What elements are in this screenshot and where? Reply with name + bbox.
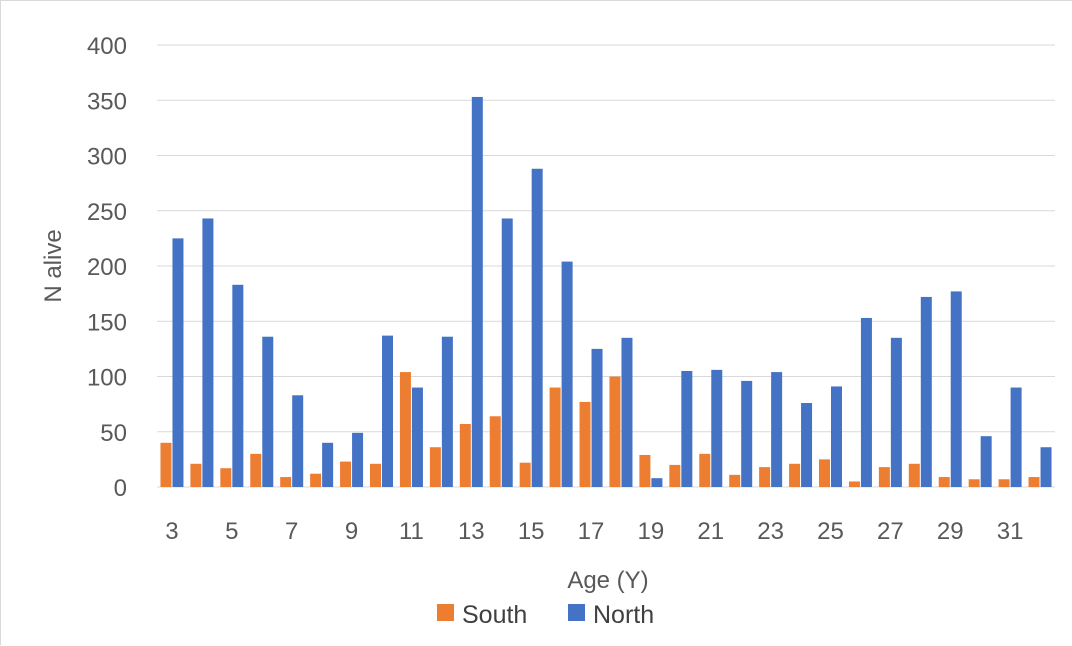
bar-south-30 (968, 479, 980, 487)
y-tick-label: 200 (87, 254, 127, 281)
bar-south-23 (759, 467, 771, 487)
bar-south-6 (250, 453, 262, 487)
bar-north-4 (202, 218, 214, 488)
bar-north-12 (441, 336, 453, 487)
bar-north-6 (262, 336, 274, 487)
bar-north-27 (890, 337, 902, 487)
bar-south-16 (549, 387, 561, 487)
bar-south-27 (878, 467, 890, 487)
bar-north-26 (860, 317, 872, 487)
y-axis-ticks: 0 50 100 150 200 250 300 350 400 (87, 33, 127, 502)
legend-label-south: South (462, 601, 527, 629)
bar-south-19 (639, 454, 651, 487)
bar-north-24 (801, 403, 813, 487)
x-tick-label: 9 (345, 518, 358, 545)
bar-north-14 (501, 218, 513, 488)
bar-north-17 (591, 348, 603, 487)
bar-north-23 (771, 372, 783, 487)
bars (160, 96, 1052, 488)
bar-south-5 (220, 468, 232, 487)
bar-south-13 (459, 424, 471, 487)
bar-south-29 (938, 477, 950, 487)
bar-north-5 (232, 284, 244, 487)
x-tick-label: 3 (165, 518, 178, 545)
bar-north-32 (1040, 447, 1052, 487)
x-tick-label: 17 (578, 518, 605, 545)
bar-north-9 (352, 432, 364, 487)
bar-south-28 (908, 463, 920, 487)
bar-north-29 (950, 291, 962, 487)
y-tick-label: 300 (87, 144, 127, 171)
x-tick-label: 27 (877, 518, 904, 545)
bar-south-11 (399, 372, 411, 487)
bar-south-22 (729, 474, 741, 487)
y-tick-label: 100 (87, 365, 127, 392)
bar-south-24 (789, 463, 801, 487)
y-tick-label: 350 (87, 88, 127, 115)
bar-north-15 (531, 168, 543, 487)
y-tick-label: 50 (100, 420, 127, 447)
bar-north-21 (711, 369, 723, 487)
x-tick-label: 15 (518, 518, 545, 545)
legend-swatch-south (437, 604, 454, 621)
bar-south-10 (370, 463, 381, 487)
bar-south-15 (519, 462, 531, 487)
bar-south-25 (819, 459, 830, 487)
gridlines (157, 44, 1055, 488)
bar-south-17 (579, 401, 591, 487)
x-tick-label: 21 (697, 518, 724, 545)
x-tick-label: 29 (937, 518, 964, 545)
x-tick-label: 7 (285, 518, 298, 545)
bar-north-11 (411, 387, 423, 487)
bar-south-4 (190, 463, 202, 487)
bar-south-8 (310, 473, 322, 487)
y-tick-label: 250 (87, 199, 127, 226)
x-tick-label: 19 (638, 518, 665, 545)
bar-north-18 (621, 337, 633, 487)
x-tick-label: 25 (817, 518, 844, 545)
legend-swatch-north (568, 604, 585, 621)
bar-north-3 (172, 238, 184, 487)
bar-south-31 (998, 479, 1010, 487)
x-axis-title: Age (Y) (567, 567, 648, 594)
legend-label-north: North (593, 601, 654, 629)
x-axis-ticks: 3 5 7 9 11 13 15 17 19 21 23 25 27 29 31 (165, 518, 1023, 545)
bar-north-8 (322, 442, 334, 487)
bar-north-16 (561, 261, 573, 487)
y-axis-title: N alive (40, 229, 67, 302)
bar-north-10 (382, 335, 393, 487)
x-tick-label: 11 (399, 518, 424, 545)
y-tick-label: 150 (87, 309, 127, 336)
bar-south-20 (669, 464, 681, 487)
legend: South North (437, 601, 654, 629)
y-tick-label: 400 (87, 33, 127, 60)
bar-north-31 (1010, 387, 1022, 487)
bar-south-12 (429, 447, 441, 487)
x-tick-label: 5 (225, 518, 238, 545)
bar-south-7 (280, 477, 292, 487)
x-tick-label: 13 (458, 518, 485, 545)
bar-south-21 (699, 453, 711, 487)
x-tick-label: 31 (997, 518, 1024, 545)
bar-north-19 (651, 478, 663, 487)
bar-south-9 (340, 461, 352, 487)
bar-south-32 (1028, 477, 1040, 487)
x-tick-label: 23 (757, 518, 784, 545)
bar-south-14 (489, 416, 501, 487)
bar-north-20 (681, 370, 693, 487)
bar-south-26 (848, 481, 860, 487)
bar-south-3 (160, 442, 172, 487)
bar-north-28 (920, 296, 932, 487)
y-tick-label: 0 (114, 475, 127, 502)
bar-north-13 (471, 96, 483, 487)
bar-north-25 (831, 386, 842, 487)
bar-north-22 (741, 380, 753, 487)
bar-north-7 (292, 395, 304, 487)
bar-south-18 (609, 376, 621, 487)
bar-north-30 (980, 436, 992, 487)
